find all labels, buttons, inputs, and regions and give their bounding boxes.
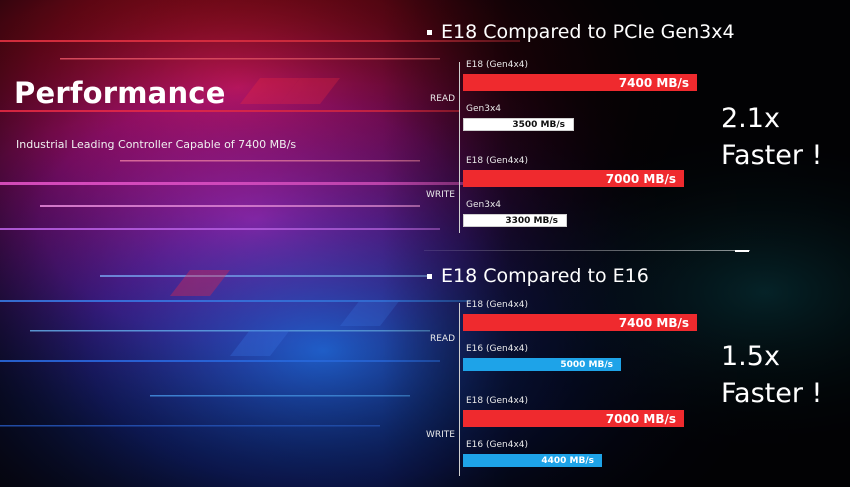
bar-value-label: 7400 MB/s [618, 315, 689, 330]
bar-caption: E16 (Gen4x4) [466, 344, 529, 354]
chart1-title: E18 Compared to PCIe Gen3x4 [441, 21, 735, 43]
bar-read-compare: 3500 MB/s [463, 118, 574, 131]
bar-write-compare: 4400 MB/s [463, 454, 602, 467]
bar-caption: E16 (Gen4x4) [466, 440, 529, 450]
section-divider [424, 250, 750, 251]
bar-value-label: 3300 MB/s [505, 215, 558, 226]
bar-write-compare: 3300 MB/s [463, 214, 567, 227]
bar-caption: E18 (Gen4x4) [466, 300, 529, 310]
bar-write-e18: 7000 MB/s [463, 170, 684, 187]
bar-caption: Gen3x4 [466, 104, 501, 114]
chart2-group-label-write: WRITE [426, 430, 455, 440]
chart2-speedup: 1.5x [721, 341, 780, 372]
chart2-faster-label: Faster ! [721, 378, 823, 409]
bar-caption: E18 (Gen4x4) [466, 156, 529, 166]
bar-caption: E18 (Gen4x4) [466, 60, 529, 70]
bar-value-label: 7400 MB/s [618, 75, 689, 90]
bar-read-e18: 7400 MB/s [463, 314, 697, 331]
chart1-faster-label: Faster ! [721, 140, 823, 171]
bar-read-e18: 7400 MB/s [463, 74, 697, 91]
chart1-group-label-write: WRITE [426, 190, 455, 200]
bar-caption: E18 (Gen4x4) [466, 396, 529, 406]
bar-value-label: 4400 MB/s [541, 455, 594, 466]
page-subtitle: Industrial Leading Controller Capable of… [16, 138, 297, 151]
chart2-title: E18 Compared to E16 [441, 265, 649, 287]
bar-value-label: 3500 MB/s [512, 119, 565, 130]
chart2-title-row: E18 Compared to E16 [427, 265, 649, 287]
bullet-icon [427, 29, 432, 35]
bullet-icon [427, 273, 432, 279]
chart2-group-label-read: READ [429, 334, 455, 344]
chart2-summary: 1.5x Faster ! [721, 338, 822, 412]
bar-read-compare: 5000 MB/s [463, 358, 621, 371]
bar-value-label: 5000 MB/s [560, 359, 613, 370]
chart1-title-row: E18 Compared to PCIe Gen3x4 [427, 21, 735, 43]
page-title: Performance [14, 76, 226, 110]
bar-value-label: 7000 MB/s [605, 411, 676, 426]
chart1-summary: 2.1x Faster ! [721, 100, 822, 174]
bar-write-e18: 7000 MB/s [463, 410, 684, 427]
bar-value-label: 7000 MB/s [605, 171, 676, 186]
chart2-axis [459, 303, 460, 476]
bar-caption: Gen3x4 [466, 200, 501, 210]
chart1-speedup: 2.1x [721, 103, 780, 134]
divider-accent [735, 250, 749, 252]
chart1-group-label-read: READ [429, 94, 455, 104]
chart1-axis [459, 62, 460, 233]
